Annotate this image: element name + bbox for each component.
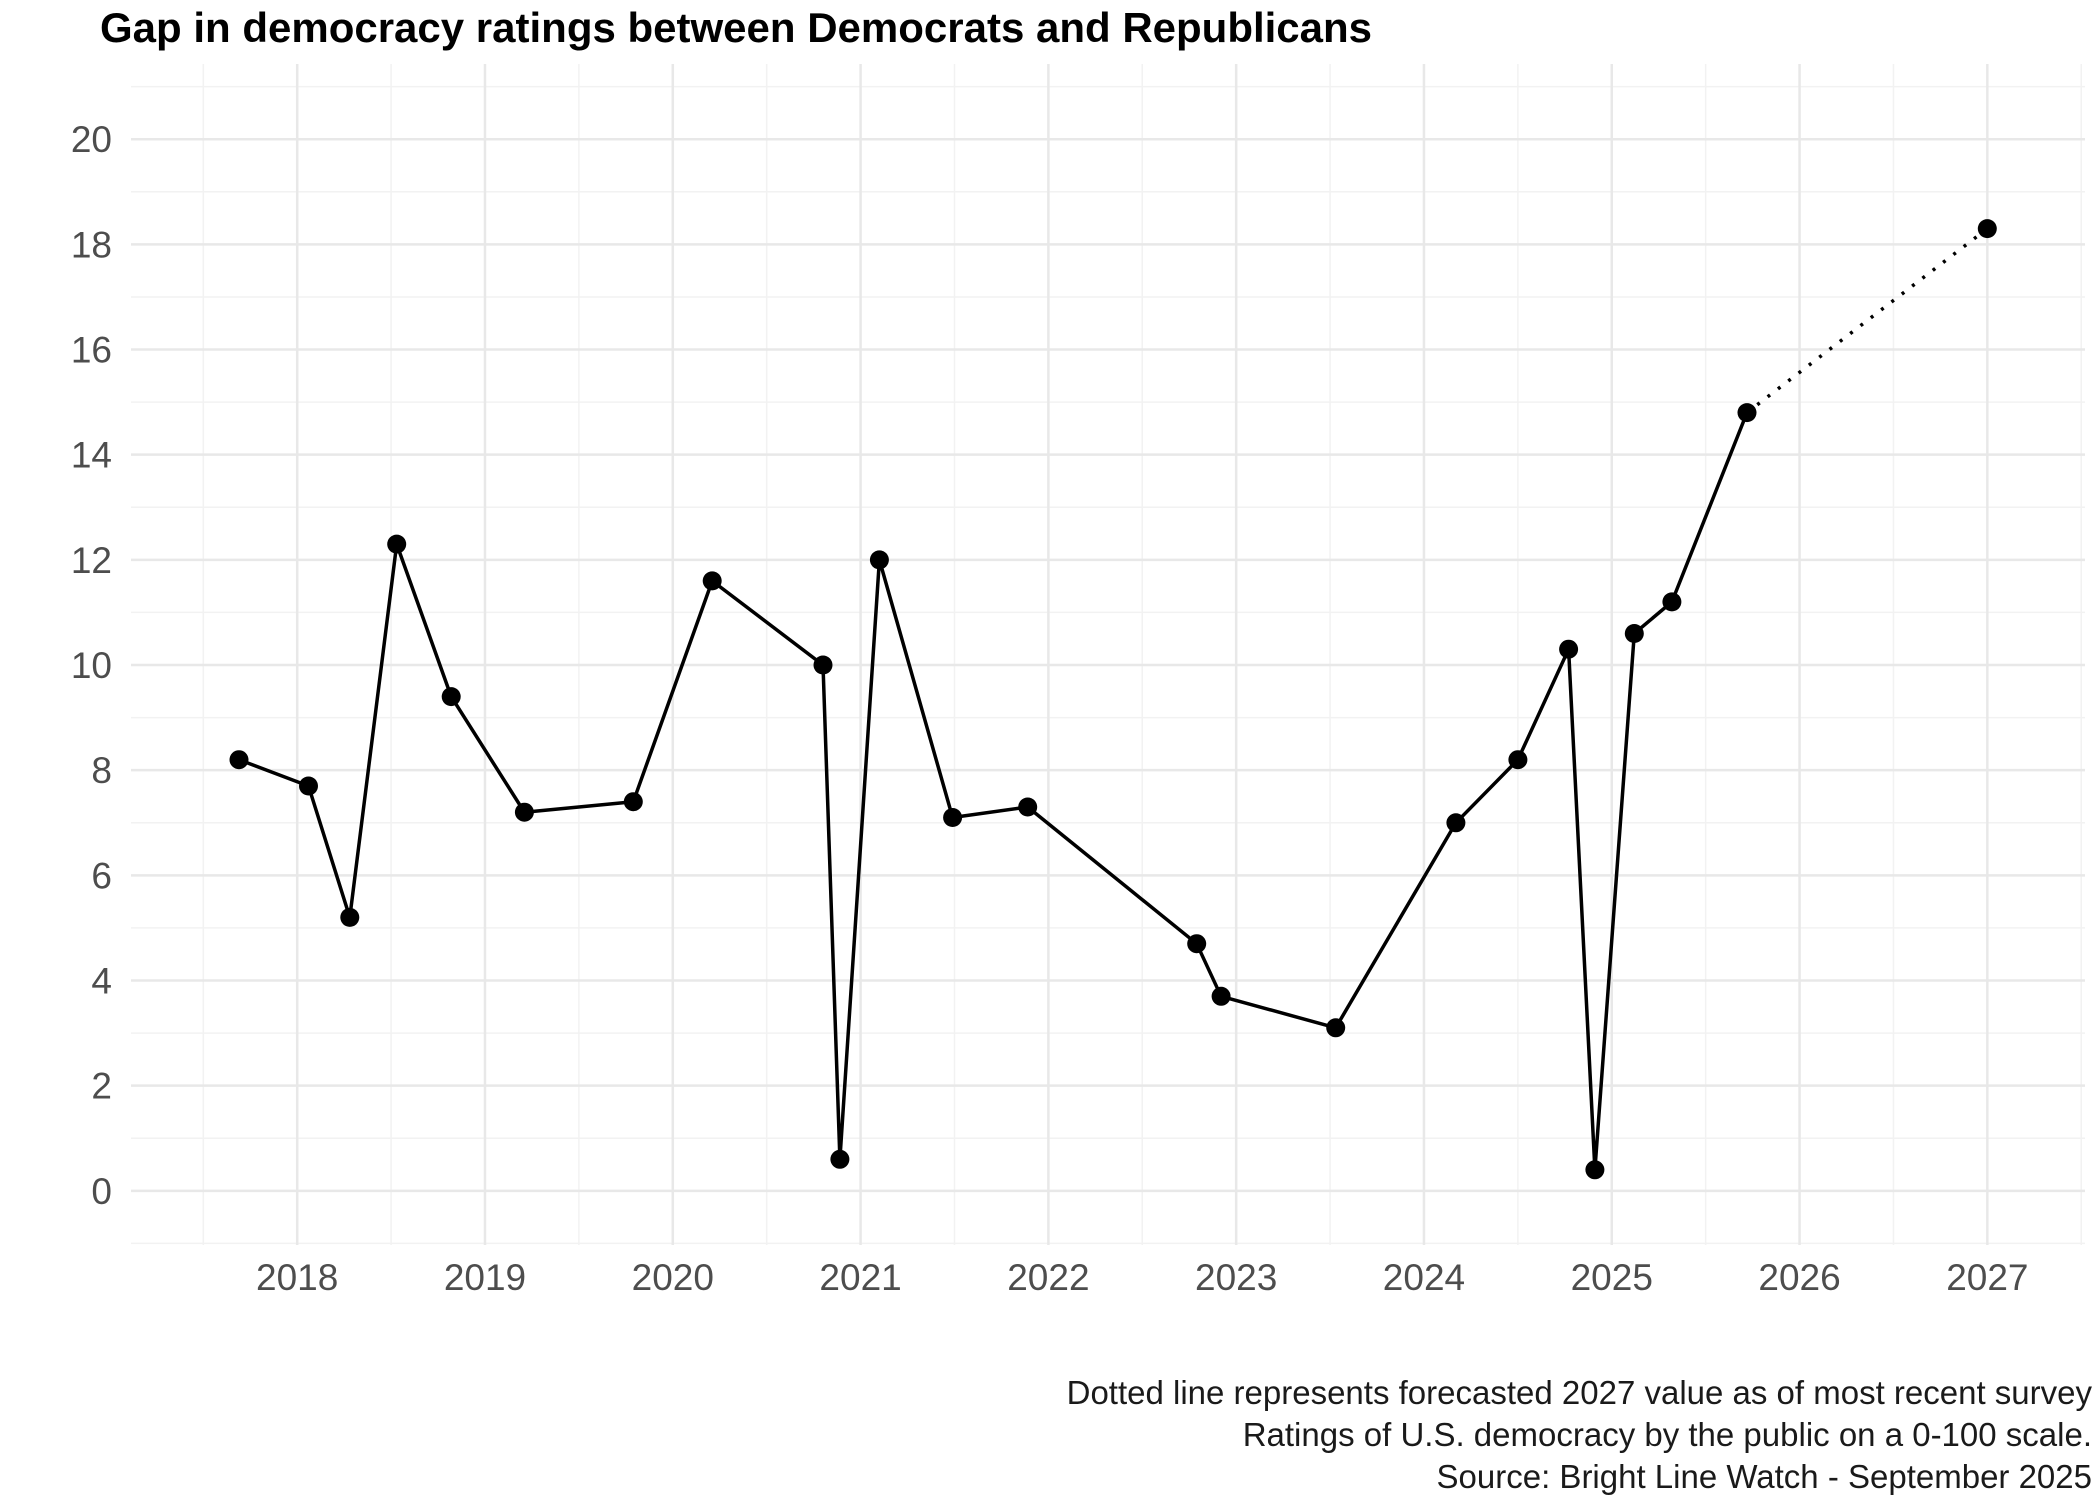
x-axis-tick-label: 2026: [1758, 1257, 1840, 1298]
observed-gap-point: [1559, 639, 1579, 659]
observed-gap-point: [623, 792, 643, 812]
x-axis-tick-label: 2023: [1195, 1257, 1277, 1298]
x-axis-tick-label: 2018: [256, 1257, 338, 1298]
caption-line-source: Source: Bright Line Watch - September 20…: [1436, 1458, 2092, 1495]
x-axis-tick-label: 2022: [1007, 1257, 1089, 1298]
y-axis-tick-label: 6: [91, 855, 112, 896]
grid-major: [131, 64, 2085, 1245]
observed-gap-point: [813, 655, 833, 675]
y-axis-tick-label: 12: [71, 540, 112, 581]
y-axis-tick-label: 20: [71, 119, 112, 160]
observed-gap-point: [387, 534, 407, 554]
observed-gap-point: [1211, 986, 1231, 1006]
x-axis-tick-label: 2027: [1946, 1257, 2028, 1298]
data-series: [229, 219, 1997, 1180]
y-axis-tick-label: 8: [91, 750, 112, 791]
observed-gap-point: [1624, 624, 1644, 643]
y-axis-tick-label: 16: [71, 329, 112, 370]
observed-gap-point: [943, 808, 963, 827]
y-axis-tick-label: 2: [91, 1066, 112, 1107]
observed-gap-point: [514, 802, 534, 822]
y-axis-tick-label: 14: [71, 435, 112, 476]
caption-line-scale: Ratings of U.S. democracy by the public …: [1242, 1416, 2092, 1453]
x-axis-tick-label: 2019: [444, 1257, 526, 1298]
observed-gap-point: [1585, 1160, 1605, 1180]
observed-gap-point: [1737, 403, 1757, 423]
observed-gap-point: [869, 550, 889, 570]
x-axis-tick-label: 2021: [819, 1257, 901, 1298]
grid-minor: [131, 64, 2085, 1245]
forecast-gap-line: [1745, 227, 1989, 414]
observed-gap-point: [1508, 750, 1528, 770]
y-axis-tick-label: 4: [91, 960, 112, 1001]
chart-caption: Dotted line represents forecasted 2027 v…: [1067, 1372, 2092, 1498]
caption-line-forecast: Dotted line represents forecasted 2027 v…: [1066, 1374, 2092, 1411]
observed-gap-point: [830, 1149, 850, 1169]
observed-gap-point: [1446, 813, 1466, 833]
axis-labels: 0 2 4 6 8 10 12 14 16 18 20 2018 2019 2020 2021 2022 202…: [71, 119, 2029, 1298]
observed-gap-point: [441, 687, 461, 707]
x-axis-tick-label: 2020: [632, 1257, 714, 1298]
observed-gap-point: [1326, 1018, 1346, 1038]
y-axis-tick-label: 0: [91, 1171, 112, 1212]
observed-gap-point: [299, 776, 318, 796]
chart-title: Gap in democracy ratings between Democra…: [100, 4, 1373, 51]
y-axis-tick-label: 18: [71, 224, 112, 265]
observed-gap-point: [229, 750, 249, 770]
forecast-gap-point: [1977, 219, 1997, 239]
observed-gap-point: [1018, 797, 1038, 817]
x-axis-tick-label: 2025: [1571, 1257, 1653, 1298]
observed-gap-point: [340, 907, 360, 927]
observed-gap-point: [1662, 592, 1682, 612]
x-axis-tick-label: 2024: [1383, 1257, 1465, 1298]
y-axis-tick-label: 10: [71, 645, 112, 686]
observed-gap-point: [1187, 934, 1207, 954]
observed-gap-line: [238, 411, 1749, 1172]
observed-gap-point: [702, 571, 722, 591]
